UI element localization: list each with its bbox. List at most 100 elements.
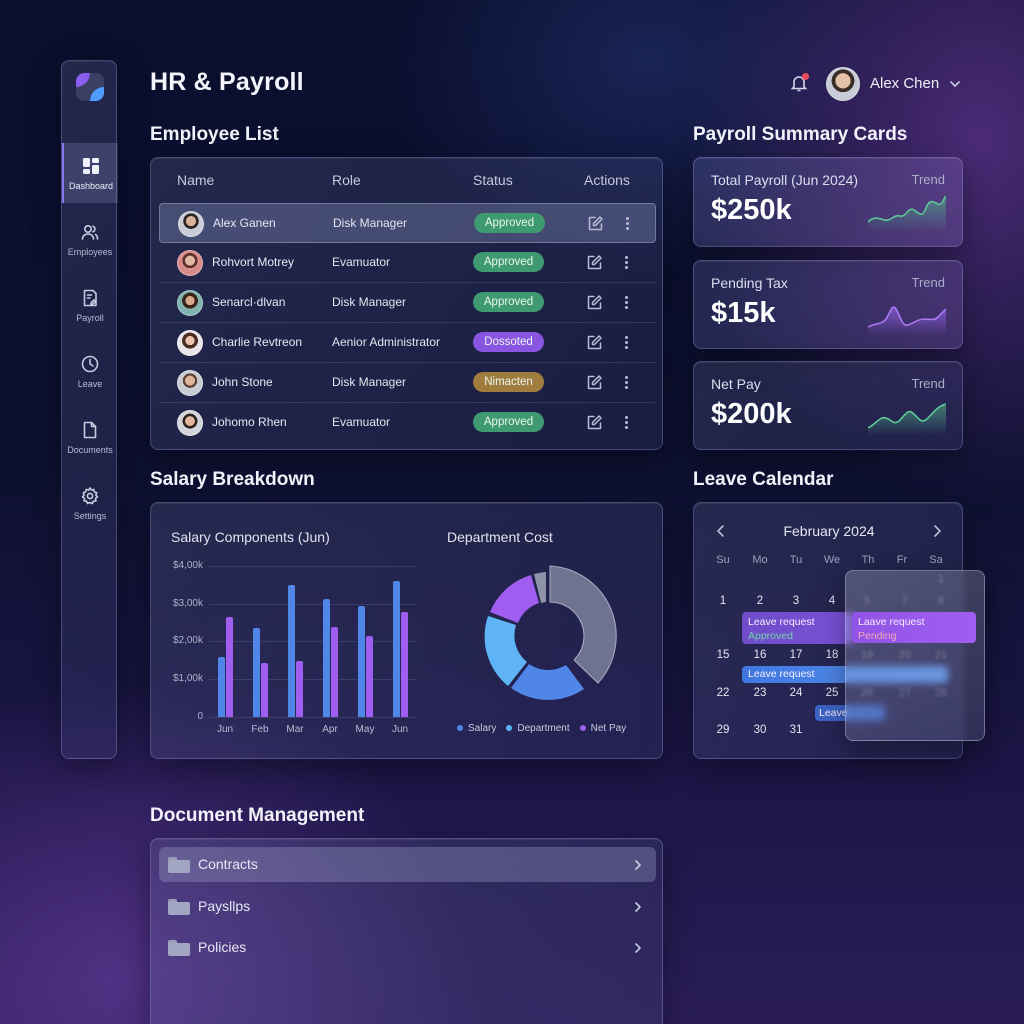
calendar-month-label: February 2024 xyxy=(783,523,875,539)
grid-line xyxy=(209,717,417,718)
edit-button[interactable] xyxy=(586,334,603,351)
calendar-day: 28 xyxy=(934,687,948,699)
leave-event-pending[interactable]: Laave request Pending xyxy=(852,612,976,643)
file-icon xyxy=(83,421,97,438)
edit-button[interactable] xyxy=(587,215,604,232)
employee-role: Evamuator xyxy=(332,415,391,429)
status-badge: Approved xyxy=(473,412,544,432)
x-axis-tick: Apr xyxy=(322,724,338,735)
chevron-left-icon xyxy=(717,525,724,537)
sidebar-item-label: Documents xyxy=(67,444,113,455)
x-axis-tick: May xyxy=(355,724,375,735)
table-row[interactable]: John Stone Disk Manager Nimacten xyxy=(159,363,656,403)
edit-icon xyxy=(587,295,602,310)
app-logo xyxy=(76,73,104,101)
calendar-day[interactable]: 31 xyxy=(789,724,803,736)
trend-sparkline xyxy=(868,195,946,232)
event-status: Pending xyxy=(858,630,897,642)
edit-button[interactable] xyxy=(586,374,603,391)
folder-item-contracts[interactable]: Contracts xyxy=(159,847,656,882)
sidebar-item-dashboard[interactable]: Dashboard xyxy=(62,143,118,203)
more-vertical-icon[interactable] xyxy=(620,334,632,351)
calendar-day[interactable]: 22 xyxy=(716,687,730,699)
status-badge: Approved xyxy=(474,213,545,233)
gear-icon xyxy=(81,486,99,504)
document-folder-list: Contracts Paysllps Policies xyxy=(150,838,663,1024)
x-axis-tick: Jun xyxy=(391,724,409,735)
more-vertical-icon[interactable] xyxy=(620,374,632,391)
column-header-role[interactable]: Role xyxy=(332,172,361,188)
calendar-day[interactable]: 25 xyxy=(825,687,839,699)
chevron-right-icon xyxy=(633,941,643,955)
table-row[interactable]: Alex Ganen Disk Manager Approved xyxy=(159,203,656,243)
avatar xyxy=(177,410,203,436)
more-vertical-icon[interactable] xyxy=(620,414,632,431)
notification-dot xyxy=(802,73,809,80)
sidebar-item-settings[interactable]: Settings xyxy=(62,473,118,533)
user-menu-toggle[interactable] xyxy=(948,77,962,91)
column-header-name[interactable]: Name xyxy=(177,172,215,188)
edit-button[interactable] xyxy=(586,294,603,311)
chevron-right-icon xyxy=(934,525,941,537)
calendar-day[interactable]: 29 xyxy=(716,724,730,736)
notifications-button[interactable] xyxy=(789,73,811,95)
summary-card-trend-label: Trend xyxy=(911,376,945,391)
event-title: Leave xyxy=(819,707,848,719)
edit-icon xyxy=(588,216,603,231)
calendar-day[interactable]: 24 xyxy=(789,687,803,699)
calendar-day[interactable]: 1 xyxy=(719,595,727,607)
sidebar-item-payroll[interactable]: Payroll xyxy=(62,275,118,335)
x-axis-tick: Jun xyxy=(216,724,234,735)
sidebar-item-employees[interactable]: Employees xyxy=(62,209,118,269)
calendar-day[interactable]: 23 xyxy=(753,687,767,699)
sidebar-item-leave[interactable]: Leave xyxy=(62,341,118,401)
status-badge: Nimacten xyxy=(473,372,544,392)
more-vertical-icon[interactable] xyxy=(621,215,633,232)
folder-item-policies[interactable]: Policies xyxy=(159,930,656,965)
bar-series-b xyxy=(401,612,408,717)
edit-button[interactable] xyxy=(586,254,603,271)
y-axis-tick: $4,00k xyxy=(172,560,203,571)
folder-icon xyxy=(168,940,190,956)
column-header-status[interactable]: Status xyxy=(473,172,513,188)
user-name[interactable]: Alex Chen xyxy=(870,75,940,92)
summary-card-total-payroll[interactable]: Total Payroll (Jun 2024) Trend $250k xyxy=(693,157,963,247)
status-badge: Dossoted xyxy=(473,332,544,352)
user-avatar[interactable] xyxy=(826,67,860,101)
edit-icon xyxy=(587,335,602,350)
table-row[interactable]: Charlie Revtreon Aenior Administrator Do… xyxy=(159,323,656,363)
avatar xyxy=(178,211,204,237)
payroll-summary-title: Payroll Summary Cards xyxy=(693,124,908,145)
edit-button[interactable] xyxy=(586,414,603,431)
calendar-day[interactable]: 17 xyxy=(789,649,803,661)
summary-card-net-pay[interactable]: Net Pay Trend $200k xyxy=(693,361,963,450)
folder-item-payslips[interactable]: Paysllps xyxy=(159,889,656,924)
next-month-button[interactable] xyxy=(930,523,944,539)
folder-icon xyxy=(168,857,190,873)
calendar-day[interactable]: 18 xyxy=(825,649,839,661)
leave-event-approved[interactable]: Leave request Approved xyxy=(742,612,854,644)
calendar-day[interactable]: 3 xyxy=(792,595,800,607)
table-row[interactable]: Rohvort Motrey Evamuator Approved xyxy=(159,243,656,283)
summary-card-label: Net Pay xyxy=(711,376,761,392)
more-vertical-icon[interactable] xyxy=(620,254,632,271)
calendar-day[interactable]: 30 xyxy=(753,724,767,736)
status-badge: Approved xyxy=(473,252,544,272)
employee-role: Evamuator xyxy=(332,255,391,269)
calendar-day[interactable]: 16 xyxy=(753,649,767,661)
employee-role: Disk Manager xyxy=(333,216,408,230)
table-row[interactable]: Johomo Rhen Evamuator Approved xyxy=(159,403,656,443)
summary-card-trend-label: Trend xyxy=(911,275,945,290)
calendar-day[interactable]: 2 xyxy=(756,595,764,607)
summary-card-value: $250k xyxy=(711,194,792,226)
bar-series-b xyxy=(366,636,373,717)
trend-sparkline xyxy=(868,403,946,436)
summary-card-pending-tax[interactable]: Pending Tax Trend $15k xyxy=(693,260,963,349)
more-vertical-icon[interactable] xyxy=(620,294,632,311)
payroll-document-icon xyxy=(83,289,97,306)
prev-month-button[interactable] xyxy=(714,523,728,539)
sidebar-item-documents[interactable]: Documents xyxy=(62,407,118,467)
table-row[interactable]: Senarcl·dlvan Disk Manager Approved xyxy=(159,283,656,323)
calendar-day[interactable]: 4 xyxy=(828,595,836,607)
calendar-day[interactable]: 15 xyxy=(716,649,730,661)
